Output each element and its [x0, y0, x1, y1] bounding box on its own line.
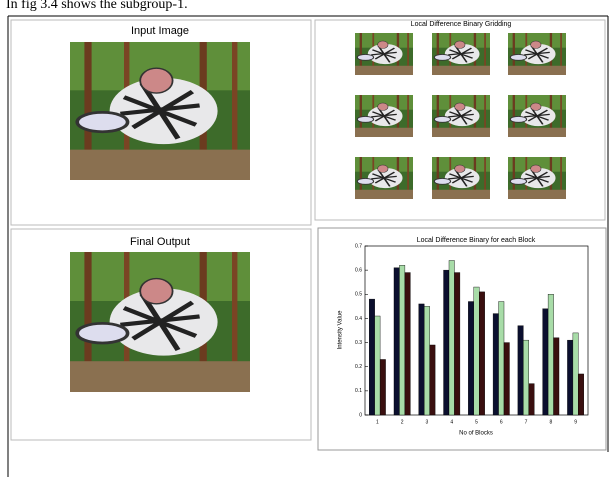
y-tick-label: 0.2	[355, 364, 362, 370]
panel-title: Local Difference Binary Gridding	[411, 21, 512, 28]
grid-tile	[432, 157, 490, 199]
grid-tile	[432, 95, 490, 137]
bar	[548, 294, 553, 415]
x-tick-label: 6	[500, 419, 503, 425]
bar	[444, 270, 449, 415]
bar	[504, 343, 509, 415]
grid-tile	[508, 157, 566, 199]
grid-tile	[508, 33, 566, 75]
x-tick-label: 9	[574, 419, 577, 425]
x-axis-label: No of Blocks	[459, 431, 493, 437]
y-tick-label: 0.1	[355, 388, 362, 394]
x-tick-label: 7	[525, 419, 528, 425]
grid-tile	[355, 33, 413, 75]
x-tick-label: 3	[426, 419, 429, 425]
x-tick-label: 5	[475, 419, 478, 425]
grid-tile	[355, 95, 413, 137]
bar	[380, 359, 385, 415]
bar	[424, 306, 429, 415]
bar	[369, 299, 374, 415]
input-image	[70, 42, 250, 180]
grid-tiles	[355, 33, 566, 199]
bar	[399, 265, 404, 415]
panel-title: Input Image	[131, 25, 189, 37]
panel-title: Final Output	[130, 236, 190, 248]
x-tick-label: 1	[376, 419, 379, 425]
bar	[543, 309, 548, 415]
y-tick-label: 0.6	[355, 267, 362, 273]
y-tick-label: 0.3	[355, 340, 362, 346]
bar	[578, 374, 583, 415]
caption: In fig 3.4 shows the subgroup-1.	[6, 0, 188, 12]
bar	[419, 304, 424, 415]
x-tick-label: 2	[401, 419, 404, 425]
bar	[454, 273, 459, 415]
output-image	[70, 252, 250, 392]
bar	[394, 268, 399, 415]
bar	[499, 302, 504, 415]
grid-tile	[432, 33, 490, 75]
bar	[430, 345, 435, 415]
y-tick-label: 0.4	[355, 316, 362, 322]
bar	[479, 292, 484, 415]
y-axis-label: Intensity Value	[338, 310, 344, 350]
bar	[493, 314, 498, 415]
bar	[554, 338, 559, 415]
page: In fig 3.4 shows the subgroup-1. Input I…	[0, 0, 611, 477]
bar	[474, 287, 479, 415]
bar	[449, 260, 454, 415]
x-tick-label: 8	[549, 419, 552, 425]
bar	[518, 326, 523, 415]
grid-tile	[508, 95, 566, 137]
bar	[405, 273, 410, 415]
bar	[573, 333, 578, 415]
bar	[529, 384, 534, 415]
grid-tile	[355, 157, 413, 199]
y-tick-label: 0	[359, 412, 362, 418]
bar	[567, 340, 572, 415]
bar	[468, 302, 473, 415]
x-tick-label: 4	[450, 419, 453, 425]
y-tick-label: 0.7	[355, 243, 362, 249]
chart-title: Local Difference Binary for each Block	[417, 237, 536, 244]
bar	[375, 316, 380, 415]
y-tick-label: 0.5	[355, 292, 362, 298]
bar	[523, 340, 528, 415]
